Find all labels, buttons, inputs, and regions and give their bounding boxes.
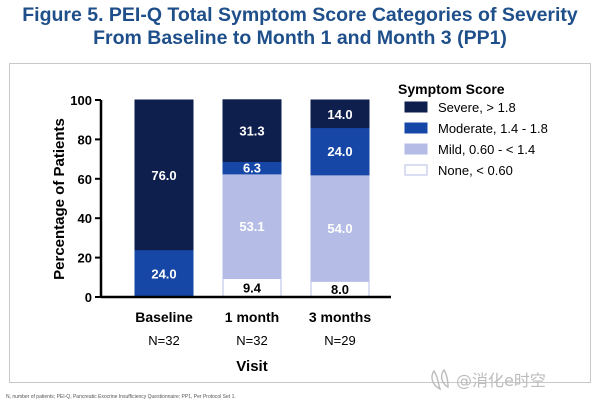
bar-value-label: 8.0 xyxy=(331,282,349,297)
legend-label: None, < 0.60 xyxy=(438,163,513,178)
x-labels-layer: Baseline N=32 1 month N=32 3 months N=29 xyxy=(135,309,371,348)
legend-title: Symptom Score xyxy=(398,81,505,97)
footnote: N, number of patients; PEI-Q, Pancreatic… xyxy=(6,394,236,400)
axis-layer xyxy=(99,100,391,299)
bar-segment xyxy=(134,99,194,251)
bar-segment xyxy=(310,99,370,129)
y-tick-label: 20 xyxy=(78,251,92,266)
bar-value-label: 6.3 xyxy=(243,161,261,176)
figure-title: Figure 5. PEI-Q Total Symptom Score Cate… xyxy=(0,4,600,50)
legend-swatch xyxy=(404,101,428,113)
figure-title-line-2: From Baseline to Month 1 and Month 3 (PP… xyxy=(93,27,507,49)
bar-segment xyxy=(222,99,282,162)
y-tick-label: 100 xyxy=(70,93,92,108)
y-tick-label: 80 xyxy=(78,132,92,147)
watermark-logo-icon xyxy=(431,368,449,391)
bar-value-label: 31.3 xyxy=(239,124,264,139)
legend-label: Mild, 0.60 - < 1.4 xyxy=(438,142,535,157)
legend-swatch xyxy=(404,164,428,176)
y-axis-title: Percentage of Patients xyxy=(51,118,68,280)
x-category-label: 1 month xyxy=(225,309,279,325)
bar-segment xyxy=(222,173,282,279)
x-category-n-label: N=32 xyxy=(148,333,179,348)
y-ticks-layer: 0 20 40 60 80 100 xyxy=(70,93,101,305)
bar-value-label: 53.1 xyxy=(239,219,264,234)
figure-title-line-1: Figure 5. PEI-Q Total Symptom Score Cate… xyxy=(22,4,578,26)
legend-label: Severe, > 1.8 xyxy=(438,100,516,115)
bar-value-label: 14.0 xyxy=(327,107,352,122)
chart-frame xyxy=(9,63,591,383)
bar-value-label: 24.0 xyxy=(327,144,352,159)
watermark: @消化e时空 xyxy=(431,368,546,391)
bar-segment xyxy=(134,249,194,298)
y-tick-label: 60 xyxy=(78,172,92,187)
legend-swatch xyxy=(404,143,428,155)
y-tick-label: 40 xyxy=(78,211,92,226)
x-category-n-label: N=29 xyxy=(324,333,355,348)
bar-value-label: 54.0 xyxy=(327,221,352,236)
bars-layer: 24.0 76.0 9.4 53.1 6.3 31.3 8.0 54.0 24.0 14.0 xyxy=(134,99,370,298)
bar-value-label: 76.0 xyxy=(151,168,176,183)
bar-segment xyxy=(310,127,370,176)
x-category-n-label: N=32 xyxy=(236,333,267,348)
legend-swatch xyxy=(404,122,428,134)
x-category-label: 3 months xyxy=(309,309,371,325)
legend-label: Moderate, 1.4 - 1.8 xyxy=(438,121,548,136)
watermark-text: @消化e时空 xyxy=(456,371,546,390)
bar-value-label: 24.0 xyxy=(151,266,176,281)
x-category-label: Baseline xyxy=(135,309,193,325)
bar-value-label: 9.4 xyxy=(243,281,262,296)
x-axis-title: Visit xyxy=(236,358,267,375)
legend: Severe, > 1.8 Moderate, 1.4 - 1.8 Mild, 0.… xyxy=(404,100,548,178)
y-tick-label: 0 xyxy=(85,290,92,305)
